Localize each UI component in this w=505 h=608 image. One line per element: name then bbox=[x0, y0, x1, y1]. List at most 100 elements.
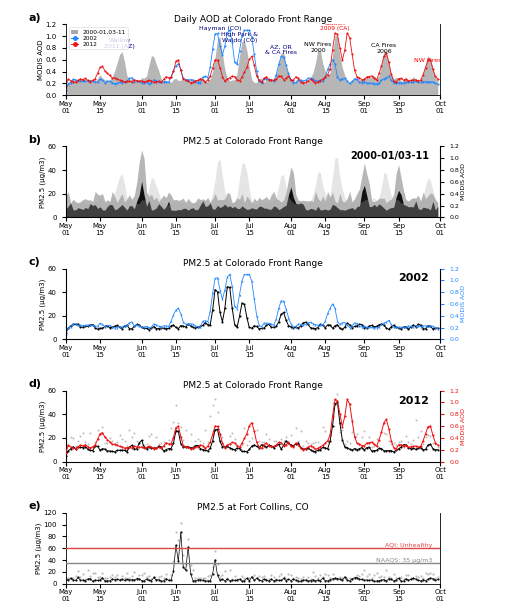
Point bbox=[377, 572, 385, 581]
Point bbox=[242, 440, 250, 450]
Point bbox=[298, 575, 307, 585]
Point bbox=[152, 432, 160, 441]
Point bbox=[257, 576, 265, 586]
Point bbox=[162, 574, 170, 584]
Point bbox=[330, 573, 338, 583]
Text: b): b) bbox=[28, 135, 41, 145]
Point bbox=[277, 575, 285, 585]
Point bbox=[311, 571, 319, 581]
Point bbox=[144, 430, 153, 440]
Point bbox=[218, 432, 226, 442]
Point bbox=[311, 576, 319, 586]
Point bbox=[377, 575, 385, 585]
Point bbox=[260, 574, 268, 584]
Point bbox=[191, 576, 199, 586]
Point bbox=[86, 574, 94, 584]
Point bbox=[355, 571, 363, 581]
Point bbox=[304, 572, 312, 582]
Point bbox=[176, 518, 184, 528]
Point bbox=[164, 576, 172, 586]
Point bbox=[155, 440, 163, 449]
Point bbox=[367, 575, 375, 585]
Text: NW Fires: NW Fires bbox=[414, 58, 441, 63]
Title: PM2.5 at Fort Collins, CO: PM2.5 at Fort Collins, CO bbox=[197, 503, 308, 512]
Point bbox=[79, 575, 87, 585]
Point bbox=[335, 574, 343, 584]
Point bbox=[216, 575, 224, 585]
Point bbox=[398, 442, 407, 452]
Point bbox=[206, 576, 214, 586]
Point bbox=[301, 574, 309, 584]
Point bbox=[347, 427, 356, 437]
Point bbox=[86, 572, 94, 581]
Point bbox=[396, 436, 405, 446]
Point bbox=[123, 568, 131, 578]
Point bbox=[118, 575, 126, 584]
Point bbox=[130, 575, 138, 585]
Point bbox=[421, 432, 429, 441]
Point bbox=[233, 575, 241, 585]
Point bbox=[396, 572, 405, 582]
Point bbox=[157, 438, 165, 448]
Text: NW Fires
2000: NW Fires 2000 bbox=[304, 42, 331, 53]
Point bbox=[88, 568, 96, 578]
Point bbox=[169, 556, 177, 566]
Point bbox=[142, 573, 150, 582]
Point bbox=[113, 570, 121, 579]
Point bbox=[301, 437, 309, 446]
Point bbox=[208, 562, 216, 572]
Point bbox=[342, 437, 350, 446]
Point bbox=[135, 570, 143, 579]
Point bbox=[284, 575, 292, 584]
Point bbox=[76, 431, 84, 441]
Point bbox=[416, 576, 424, 586]
Point bbox=[225, 432, 233, 441]
Point bbox=[323, 570, 331, 579]
Point bbox=[333, 574, 341, 584]
Point bbox=[220, 576, 228, 586]
Point bbox=[62, 438, 70, 448]
Point bbox=[257, 437, 265, 447]
Point bbox=[289, 573, 297, 582]
Point bbox=[88, 576, 96, 586]
Point bbox=[247, 433, 256, 443]
Point bbox=[62, 573, 70, 583]
Point bbox=[240, 576, 248, 586]
Point bbox=[406, 439, 414, 449]
Point bbox=[111, 572, 119, 581]
Point bbox=[291, 575, 299, 585]
Point bbox=[186, 569, 194, 579]
Text: CA Fires
2006: CA Fires 2006 bbox=[371, 43, 396, 54]
Point bbox=[298, 441, 307, 451]
Point bbox=[301, 575, 309, 585]
Point bbox=[384, 574, 392, 584]
Point bbox=[321, 576, 329, 586]
Point bbox=[211, 546, 219, 556]
Point bbox=[372, 434, 380, 444]
Point bbox=[184, 442, 192, 452]
Point bbox=[176, 527, 184, 537]
Point bbox=[264, 434, 272, 443]
Point bbox=[147, 429, 155, 438]
Point bbox=[379, 572, 387, 582]
Point bbox=[128, 432, 136, 442]
Point bbox=[296, 576, 304, 586]
Point bbox=[147, 576, 155, 586]
Point bbox=[191, 573, 199, 582]
Point bbox=[286, 430, 294, 440]
Point bbox=[330, 380, 338, 390]
Point bbox=[360, 427, 368, 437]
Point bbox=[281, 432, 289, 442]
Point bbox=[274, 575, 282, 585]
Point bbox=[71, 571, 79, 581]
Point bbox=[186, 561, 194, 570]
Point bbox=[277, 434, 285, 444]
Point bbox=[264, 576, 272, 586]
Text: Hayman (CO): Hayman (CO) bbox=[198, 26, 241, 32]
Point bbox=[386, 573, 394, 582]
Text: AQI: Unhealthy: AQI: Unhealthy bbox=[385, 543, 432, 548]
Point bbox=[64, 573, 72, 583]
Point bbox=[421, 576, 429, 586]
Point bbox=[204, 437, 212, 447]
Point bbox=[428, 438, 436, 448]
